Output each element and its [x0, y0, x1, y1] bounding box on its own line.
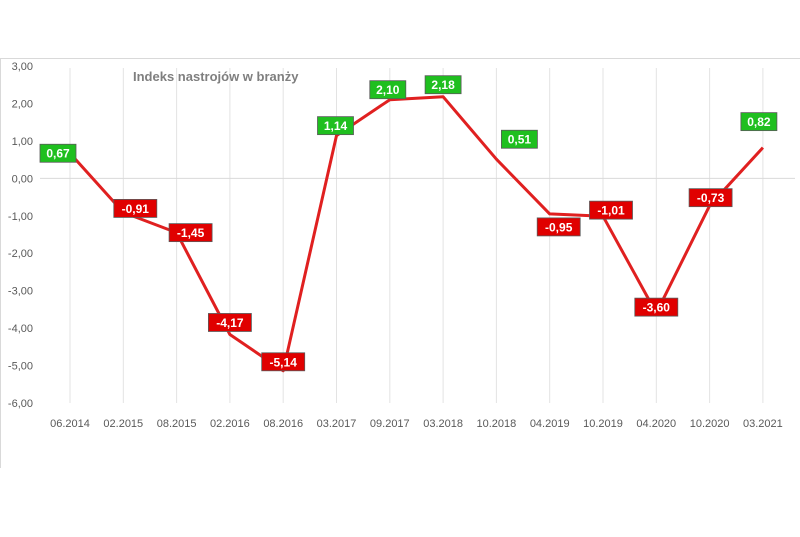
- y-tick-label: -4,00: [8, 323, 33, 335]
- x-tick-label: 04.2020: [636, 418, 676, 430]
- x-tick-label: 04.2019: [530, 418, 570, 430]
- chart-title: Indeks nastrojów w branży: [133, 69, 299, 84]
- data-label-text: 2,10: [376, 83, 400, 97]
- data-label: 2,18: [424, 75, 462, 95]
- data-label: -1,01: [589, 200, 633, 220]
- data-label-layer: 0,67 -0,91 -1,45 -4,17 -5,14 1,14 2,10 2,18 0,51…: [39, 75, 778, 372]
- x-tick-label: 03.2018: [423, 418, 463, 430]
- x-tick-label: 10.2020: [690, 418, 730, 430]
- data-label: -3,60: [634, 297, 679, 317]
- y-tick-label: 0,00: [12, 173, 33, 185]
- y-tick-label: -5,00: [8, 361, 33, 373]
- data-label-text: 1,14: [324, 119, 348, 133]
- data-label: -0,73: [688, 188, 733, 208]
- data-label: 2,10: [369, 80, 407, 100]
- y-tick-label: -6,00: [8, 398, 33, 410]
- data-label-text: 2,18: [431, 78, 455, 92]
- y-tick-label: 3,00: [12, 61, 33, 73]
- data-label: 1,14: [317, 116, 354, 136]
- data-label-text: -5,14: [270, 355, 298, 369]
- data-label-text: -1,01: [597, 204, 625, 218]
- data-label: 0,82: [740, 112, 778, 132]
- data-label-text: -4,17: [216, 316, 244, 330]
- data-label: -1,45: [168, 223, 213, 243]
- x-tick-label: 03.2021: [743, 418, 783, 430]
- data-label: -0,95: [536, 217, 581, 237]
- data-label-text: 0,51: [508, 133, 532, 147]
- x-tick-label: 08.2015: [157, 418, 197, 430]
- data-label: 0,51: [500, 129, 538, 149]
- chart-frame-top: [0, 58, 800, 59]
- data-label-text: -0,91: [122, 202, 150, 216]
- data-label-text: 0,67: [46, 147, 70, 161]
- x-tick-label: 10.2018: [477, 418, 517, 430]
- x-tick-label: 09.2017: [370, 418, 410, 430]
- y-tick-label: -2,00: [8, 248, 33, 260]
- y-tick-label: -3,00: [8, 286, 33, 298]
- data-label-text: -0,95: [545, 220, 573, 234]
- y-tick-label: 2,00: [12, 98, 33, 110]
- x-tick-label: 02.2015: [103, 418, 143, 430]
- data-label-text: 0,82: [747, 115, 771, 129]
- y-tick-label: -1,00: [8, 211, 33, 223]
- data-label: -4,17: [207, 313, 252, 332]
- x-tick-label: 06.2014: [50, 418, 90, 430]
- chart-frame-left: [0, 58, 1, 468]
- y-tick-label: 1,00: [12, 136, 33, 148]
- data-label: -5,14: [261, 352, 306, 372]
- x-tick-label: 02.2016: [210, 418, 250, 430]
- axis-layer: 3,00 2,00 1,00 0,00 -1,00 -2,00 -3,00 -4,00 -5,0…: [8, 61, 783, 430]
- series-line: [68, 95, 765, 373]
- x-tick-label: 08.2016: [263, 418, 303, 430]
- grid-layer: [40, 68, 795, 403]
- data-label-text: -0,73: [697, 191, 725, 205]
- data-label: -0,91: [113, 199, 158, 218]
- data-label: 0,67: [39, 143, 77, 163]
- data-label-text: -1,45: [177, 226, 205, 240]
- x-tick-label: 03.2017: [317, 418, 357, 430]
- x-tick-label: 10.2019: [583, 418, 623, 430]
- data-label-text: -3,60: [643, 301, 671, 315]
